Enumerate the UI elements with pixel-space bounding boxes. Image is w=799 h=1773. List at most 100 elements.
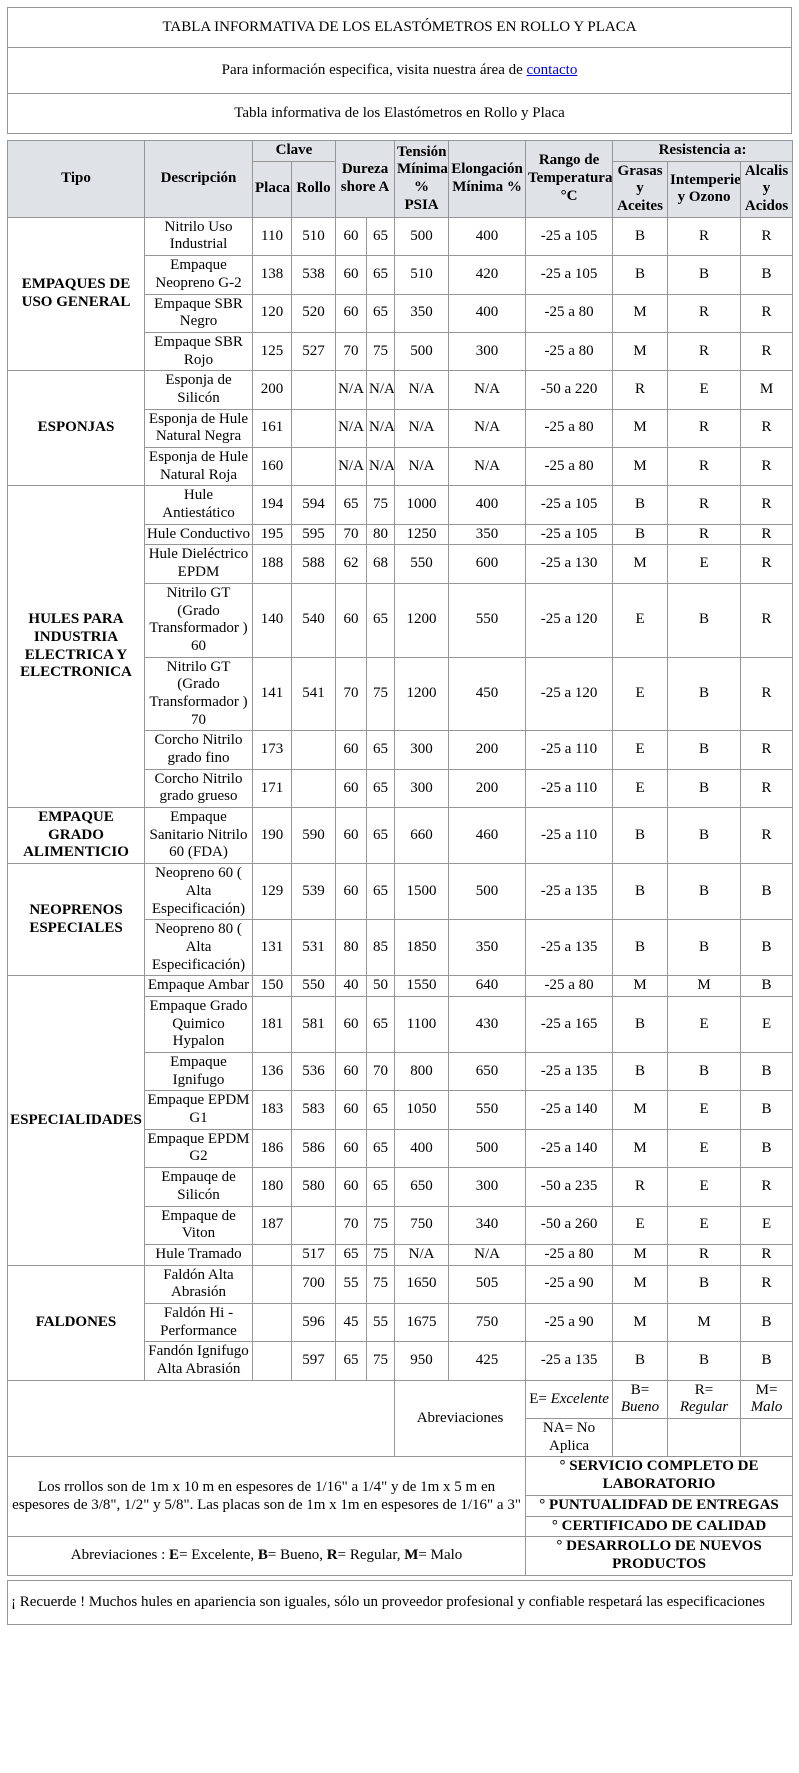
placa-cell	[252, 1341, 292, 1381]
alcalis-cell: R	[740, 408, 794, 449]
legend-grade-cell: M= Malo	[740, 1379, 794, 1420]
placa-cell: 180	[252, 1167, 292, 1207]
legend-empty-grade-cell	[667, 1418, 742, 1458]
grasas-cell: M	[612, 975, 669, 997]
dureza-min-cell: 60	[335, 768, 368, 809]
dureza-min-cell: 60	[335, 255, 368, 295]
description-cell: Empaque de Viton	[144, 1205, 253, 1245]
description-cell: Empaque EPDM G2	[144, 1128, 253, 1169]
tension-cell: 660	[394, 807, 450, 865]
dureza-max-cell: 65	[366, 293, 396, 333]
title-box: TABLA INFORMATIVA DE LOS ELASTÓMETROS EN…	[7, 7, 792, 48]
contact-link[interactable]: contacto	[526, 62, 578, 78]
rollo-cell: 583	[290, 1090, 337, 1130]
table-row: Esponja de Hule Natural Negra 161 N/A N/A N/…	[8, 408, 794, 449]
rango-cell: -25 a 105	[525, 485, 614, 525]
rollo-cell: 597	[290, 1341, 337, 1381]
elongacion-cell: N/A	[448, 1243, 527, 1266]
rollo-cell	[290, 408, 337, 449]
grasas-cell: E	[612, 656, 669, 732]
description-cell: Empaque Sanitario Nitrilo 60 (FDA)	[144, 807, 253, 865]
placa-cell: 140	[252, 582, 292, 658]
grasas-cell: M	[612, 1302, 669, 1343]
elongacion-cell: 505	[448, 1264, 527, 1304]
elongacion-cell: 420	[448, 255, 527, 295]
rollo-cell	[290, 370, 337, 410]
dureza-min-cell: 60	[335, 1051, 368, 1092]
type-cell: ESPECIALIDADES	[7, 975, 145, 1266]
grasas-cell: M	[612, 331, 669, 372]
rango-cell: -50 a 235	[525, 1167, 614, 1207]
table-row: Empaque Grado Quimico Hypalon 181 581 60 65 1…	[8, 995, 794, 1054]
intemperie-cell: B	[667, 919, 742, 977]
dureza-max-cell: 65	[366, 995, 396, 1054]
table-row: HULES PARA INDUSTRIA ELECTRICA Y ELECTRO…	[7, 485, 794, 809]
placa-cell: 120	[252, 293, 292, 333]
dureza-min-cell: 60	[335, 1090, 368, 1130]
col-header-clave: Clave	[251, 140, 337, 162]
alcalis-cell: B	[740, 1341, 794, 1381]
elongacion-cell: 650	[448, 1051, 527, 1092]
description-cell: Hule Antiestático	[144, 485, 253, 525]
rango-cell: -25 a 120	[525, 656, 614, 732]
dureza-max-cell: 65	[366, 255, 396, 295]
placa-cell: 195	[252, 523, 292, 546]
alcalis-cell: R	[740, 656, 794, 732]
dureza-max-cell: 75	[366, 1205, 396, 1245]
alcalis-cell: B	[740, 255, 794, 295]
dureza-min-cell: 62	[335, 544, 368, 584]
alcalis-cell: R	[740, 807, 794, 865]
alcalis-cell: R	[740, 582, 794, 658]
table-row: Faldón Hi - Performance 596 45 55 1675 750 -25…	[8, 1302, 794, 1343]
col-header-descripcion: Descripción	[144, 140, 253, 218]
elongacion-cell: 500	[448, 1128, 527, 1169]
placa-cell: 110	[252, 216, 292, 257]
rollo-cell: 510	[290, 216, 337, 257]
alcalis-cell: B	[740, 863, 794, 921]
col-header-elongacion: Elongación Mínima %	[448, 140, 527, 218]
dureza-min-cell: 45	[335, 1302, 368, 1343]
rango-cell: -50 a 260	[525, 1205, 614, 1245]
rango-cell: -25 a 80	[525, 1243, 614, 1266]
alcalis-cell: B	[740, 1051, 794, 1092]
tension-cell: 1550	[394, 975, 450, 997]
tension-cell: N/A	[394, 446, 450, 487]
dureza-min-cell: 60	[335, 1128, 368, 1169]
tension-cell: 950	[394, 1341, 450, 1381]
dureza-min-cell: 70	[335, 1205, 368, 1245]
alcalis-cell: R	[740, 1167, 794, 1207]
placa-cell: 141	[252, 656, 292, 732]
alcalis-cell: B	[740, 975, 794, 997]
dureza-min-cell: 60	[335, 216, 368, 257]
dureza-max-cell: N/A	[366, 370, 396, 410]
description-cell: Esponja de Hule Natural Negra	[144, 408, 253, 449]
alcalis-cell: E	[740, 1205, 794, 1245]
grasas-cell: B	[612, 807, 669, 865]
reminder-table: ¡ Recuerde ! Muchos hules en apariencia …	[7, 1579, 792, 1625]
dureza-max-cell: 75	[366, 656, 396, 732]
col-header-rango: Rango de Temperatura °C	[525, 140, 614, 218]
description-cell: Hule Conductivo	[144, 523, 253, 546]
tension-cell: 300	[394, 768, 450, 809]
alcalis-cell: R	[740, 544, 794, 584]
dureza-max-cell: N/A	[366, 446, 396, 487]
rango-cell: -25 a 120	[525, 582, 614, 658]
intemperie-cell: E	[667, 1205, 742, 1245]
grasas-cell: M	[612, 408, 669, 449]
table-row: Empauqe de Silicón 180 580 60 65 650 300 -50 a …	[8, 1167, 794, 1207]
dureza-max-cell: 75	[366, 1243, 396, 1266]
elongacion-cell: 400	[448, 216, 527, 257]
rango-cell: -25 a 110	[525, 807, 614, 865]
grasas-cell: B	[612, 255, 669, 295]
rollo-cell: 595	[290, 523, 337, 546]
legend-empty-grade-cell	[612, 1418, 669, 1458]
table-row: ESPONJAS Esponja de Silicón 200 N/A N/A N/A N/…	[7, 370, 794, 487]
grasas-cell: M	[612, 446, 669, 487]
description-cell: Empaque Ambar	[144, 975, 253, 997]
table-row: NEOPRENOS ESPECIALES Neopreno 60 ( Alta E…	[7, 863, 794, 977]
alcalis-cell: B	[740, 1090, 794, 1130]
alcalis-cell: E	[740, 995, 794, 1054]
subtitle-box: Tabla informativa de los Elastómetros en…	[7, 93, 792, 134]
intemperie-cell: E	[667, 1128, 742, 1169]
rollo-cell: 541	[290, 656, 337, 732]
